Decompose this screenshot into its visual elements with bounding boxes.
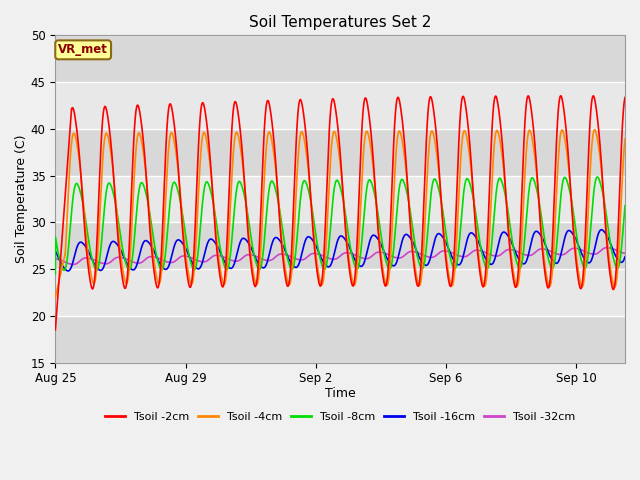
Tsoil -8cm	[418, 266, 426, 272]
X-axis label: Time: Time	[325, 387, 356, 400]
Tsoil -4cm	[564, 165, 572, 170]
Tsoil -32cm	[52, 256, 60, 262]
Tsoil -2cm	[557, 93, 564, 99]
Bar	[56, 82, 625, 129]
Tsoil -16cm	[273, 235, 281, 240]
Bar	[56, 269, 625, 316]
Tsoil -8cm	[564, 183, 572, 189]
Y-axis label: Soil Temperature (C): Soil Temperature (C)	[15, 135, 28, 263]
Tsoil -16cm	[598, 227, 605, 233]
Tsoil -32cm	[418, 252, 426, 258]
Tsoil -8cm	[113, 205, 120, 211]
Tsoil -2cm	[565, 158, 573, 164]
Tsoil -8cm	[295, 210, 303, 216]
Line: Tsoil -2cm: Tsoil -2cm	[56, 96, 625, 330]
Tsoil -32cm	[70, 262, 77, 267]
Tsoil -16cm	[113, 240, 120, 246]
Tsoil -16cm	[565, 228, 573, 233]
Tsoil -4cm	[490, 148, 498, 154]
Tsoil -32cm	[603, 245, 611, 251]
Tsoil -16cm	[52, 248, 60, 254]
Bar	[56, 36, 625, 82]
Tsoil -16cm	[621, 254, 629, 260]
Tsoil -16cm	[418, 259, 426, 265]
Tsoil -2cm	[52, 327, 60, 333]
Tsoil -4cm	[113, 204, 120, 210]
Bar	[56, 316, 625, 362]
Tsoil -2cm	[295, 100, 303, 106]
Title: Soil Temperatures Set 2: Soil Temperatures Set 2	[249, 15, 431, 30]
Tsoil -16cm	[490, 259, 498, 264]
Tsoil -4cm	[52, 294, 60, 300]
Tsoil -4cm	[591, 127, 598, 132]
Tsoil -32cm	[565, 248, 573, 254]
Tsoil -4cm	[418, 270, 426, 276]
Tsoil -2cm	[273, 175, 280, 181]
Tsoil -32cm	[273, 253, 281, 259]
Tsoil -8cm	[52, 271, 60, 276]
Line: Tsoil -8cm: Tsoil -8cm	[56, 177, 625, 274]
Bar	[56, 176, 625, 222]
Bar	[56, 129, 625, 176]
Tsoil -32cm	[113, 255, 120, 261]
Tsoil -8cm	[621, 203, 629, 208]
Tsoil -4cm	[621, 136, 629, 142]
Tsoil -2cm	[113, 213, 120, 218]
Line: Tsoil -16cm: Tsoil -16cm	[56, 230, 625, 271]
Tsoil -4cm	[295, 141, 303, 147]
Text: VR_met: VR_met	[58, 43, 108, 56]
Line: Tsoil -4cm: Tsoil -4cm	[56, 130, 625, 297]
Tsoil -32cm	[621, 251, 629, 256]
Bar	[56, 222, 625, 269]
Tsoil -4cm	[273, 177, 280, 183]
Tsoil -2cm	[490, 101, 498, 107]
Tsoil -32cm	[296, 257, 303, 263]
Tsoil -8cm	[593, 174, 601, 180]
Tsoil -2cm	[621, 95, 629, 100]
Tsoil -16cm	[64, 268, 72, 274]
Tsoil -2cm	[418, 245, 426, 251]
Line: Tsoil -32cm: Tsoil -32cm	[56, 248, 625, 264]
Tsoil -8cm	[490, 216, 498, 222]
Legend: Tsoil -2cm, Tsoil -4cm, Tsoil -8cm, Tsoil -16cm, Tsoil -32cm: Tsoil -2cm, Tsoil -4cm, Tsoil -8cm, Tsoi…	[100, 408, 580, 426]
Tsoil -32cm	[490, 253, 498, 259]
Tsoil -16cm	[296, 260, 303, 266]
Tsoil -8cm	[273, 192, 280, 197]
